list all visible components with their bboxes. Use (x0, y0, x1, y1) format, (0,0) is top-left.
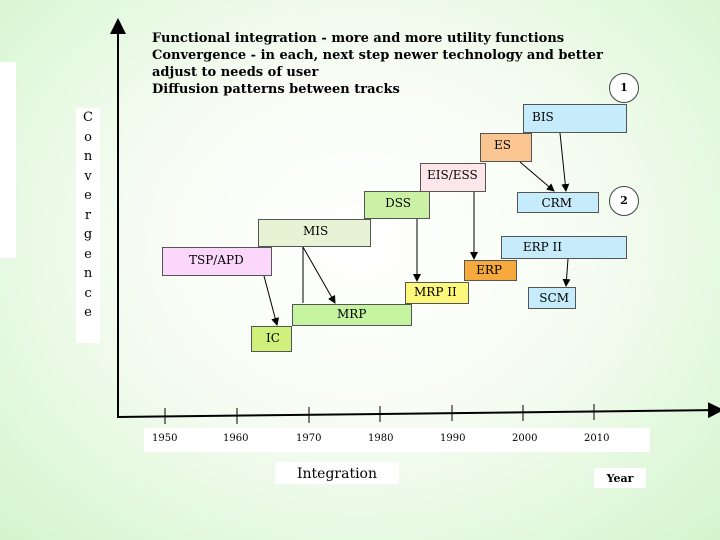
box-label: TSP/APD (189, 253, 244, 267)
box-label: MRP (337, 307, 367, 321)
box-mis: MIS (258, 219, 371, 247)
connector-es-crm (519, 161, 555, 192)
marker-circle-2: 2 (609, 186, 639, 216)
connector-tsp-ic (263, 275, 280, 326)
x-tick-label: 1950 (152, 433, 178, 444)
marker-circle-1: 1 (609, 73, 639, 103)
box-erp: ERP (464, 260, 517, 281)
box-eis-ess: EIS/ESS (420, 163, 486, 192)
x-tick-strip (144, 428, 650, 452)
box-erp-ii: ERP II (501, 236, 627, 259)
y-label-letter: e (84, 246, 92, 262)
x-axis-label: Integration (275, 462, 399, 484)
left-panel-strip (0, 62, 16, 258)
note-line: adjust to needs of user (152, 65, 319, 80)
box-mrp-ii: MRP II (405, 282, 469, 304)
box-label: EIS/ESS (427, 168, 478, 182)
y-label-letter: c (84, 285, 92, 301)
box-label: ERP (476, 263, 502, 277)
notes-block: Functional integration - more and more u… (152, 30, 603, 98)
note-line: Functional integration - more and more u… (152, 31, 565, 46)
y-label-letter: r (84, 207, 92, 223)
box-label: ES (494, 138, 511, 152)
box-label: SCM (539, 291, 569, 305)
note-line: Convergence - in each, next step newer t… (152, 48, 603, 63)
x-tick-label: 1970 (296, 433, 322, 444)
y-label-letter: o (84, 129, 92, 145)
x-tick-label: 1990 (440, 433, 466, 444)
box-tsp-apd: TSP/APD (162, 247, 272, 276)
y-axis-label: C o n v e r g e n c e (76, 108, 100, 343)
box-label: CRM (541, 196, 572, 210)
x-axis-unit: Year (594, 468, 646, 488)
y-label-letter: v (84, 168, 92, 184)
connector-erp2-scm (562, 258, 571, 287)
marker-label: 1 (620, 81, 628, 94)
box-label: DSS (385, 196, 411, 210)
box-crm: CRM (517, 192, 599, 213)
box-scm: SCM (528, 287, 576, 309)
box-label: MRP II (414, 285, 457, 299)
box-label: MIS (303, 224, 329, 238)
box-label: BIS (532, 110, 554, 124)
x-axis-line (117, 402, 720, 419)
x-tick-label: 2010 (584, 433, 610, 444)
y-label-letter: C (83, 110, 93, 125)
box-bis: BIS (523, 104, 627, 133)
note-line: Diffusion patterns between tracks (152, 82, 400, 97)
connector-mis-mrp-arrow (302, 246, 336, 304)
connector-bis-crm (559, 132, 570, 192)
x-tick-label: 2000 (512, 433, 538, 444)
marker-label: 2 (620, 194, 628, 207)
y-label-letter: e (84, 305, 92, 320)
y-label-letter: e (84, 188, 92, 203)
x-tick-label: 1980 (368, 433, 394, 444)
y-label-letter: n (83, 266, 93, 281)
y-label-letter: g (83, 227, 93, 242)
box-label: IC (266, 331, 280, 345)
box-dss: DSS (364, 191, 430, 219)
box-label: ERP II (522, 240, 562, 254)
box-ic: IC (251, 326, 292, 352)
x-tick-label: 1960 (223, 433, 249, 444)
box-mrp: MRP (292, 304, 412, 326)
box-es: ES (480, 133, 532, 162)
y-label-letter: n (83, 149, 93, 164)
